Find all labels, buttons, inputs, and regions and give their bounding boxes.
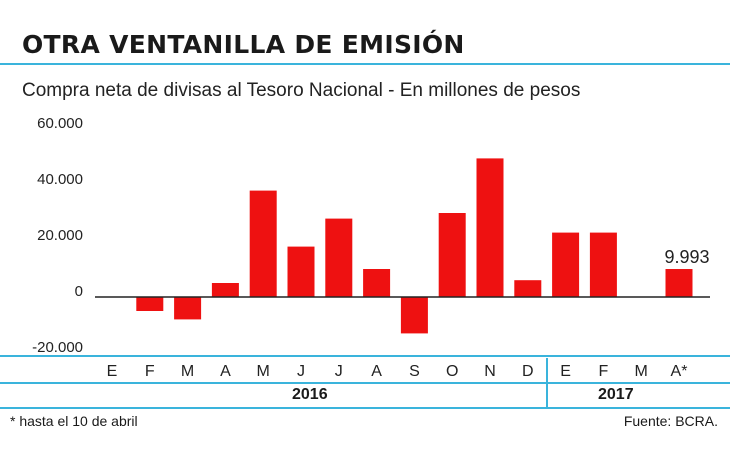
x-tick-label: F	[145, 363, 155, 380]
x-tick-label: F	[599, 363, 609, 380]
chart-title: OTRA VENTANILLA DE EMISIÓN	[22, 30, 465, 59]
x-tick-label: O	[446, 363, 458, 380]
bar	[325, 218, 353, 297]
x-tick-label: A*	[671, 363, 688, 380]
x-tick-label: A	[220, 363, 231, 380]
bar	[211, 283, 239, 297]
y-tick-label: -20.000	[32, 339, 83, 356]
y-tick-label: 20.000	[37, 227, 83, 244]
bar	[363, 269, 391, 297]
bar	[514, 280, 542, 297]
axis-band-middle-line	[0, 382, 730, 384]
bar	[476, 158, 504, 297]
chart-subtitle: Compra neta de divisas al Tesoro Naciona…	[22, 80, 581, 101]
x-tick-label: N	[484, 363, 496, 380]
bar	[665, 269, 693, 297]
bar	[589, 232, 617, 297]
x-tick-label: D	[522, 363, 534, 380]
bar	[287, 246, 315, 297]
year-separator	[546, 358, 548, 408]
bar	[249, 190, 277, 297]
bar	[552, 232, 580, 297]
x-tick-label: A	[371, 363, 382, 380]
axis-band-top-line	[0, 355, 730, 357]
title-divider	[0, 63, 730, 65]
year-label-2017: 2017	[598, 386, 634, 403]
x-tick-label: J	[335, 363, 343, 380]
bar	[174, 297, 202, 320]
bar	[438, 213, 466, 297]
y-tick-label: 40.000	[37, 171, 83, 188]
x-tick-label: S	[409, 363, 420, 380]
footnote: * hasta el 10 de abril	[10, 413, 138, 429]
x-tick-label: M	[257, 363, 270, 380]
axis-band-bottom-line	[0, 407, 730, 409]
source-note: Fuente: BCRA.	[623, 413, 718, 429]
x-tick-label: J	[297, 363, 305, 380]
x-tick-label: E	[107, 363, 118, 380]
y-tick-label: 0	[75, 283, 83, 300]
x-tick-label: M	[635, 363, 648, 380]
x-tick-label: E	[560, 363, 571, 380]
year-label-2016: 2016	[292, 386, 328, 403]
bar	[400, 297, 428, 334]
data-label: 9.993	[664, 247, 709, 267]
y-tick-label: 60.000	[37, 115, 83, 132]
bar	[136, 297, 164, 311]
x-tick-label: M	[181, 363, 194, 380]
